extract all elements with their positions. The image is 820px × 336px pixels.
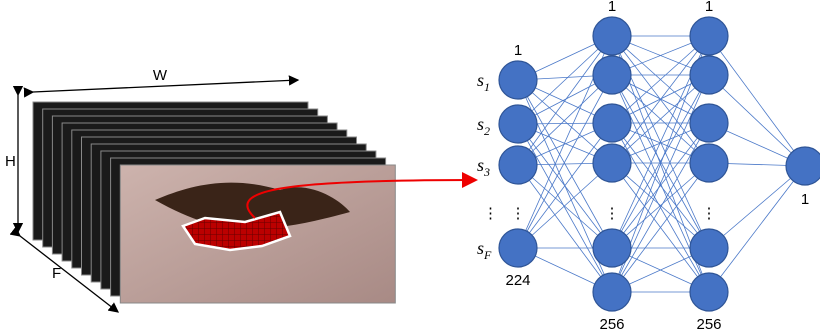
neuron xyxy=(499,229,537,267)
frames-label: F xyxy=(52,265,61,282)
neuron xyxy=(593,104,631,142)
diagram: W H F ⋮1224⋮1256⋮12561s1s2s3sF⋮ xyxy=(0,0,820,336)
layer-top-label: 1 xyxy=(514,42,522,59)
layer-top-label: 1 xyxy=(705,0,713,15)
neuron xyxy=(690,229,728,267)
input-subscript: F xyxy=(483,248,492,262)
input-subscript: 3 xyxy=(483,165,490,179)
layer-size-label: 256 xyxy=(599,316,624,333)
input-label: s2 xyxy=(477,114,490,138)
ellipsis: ⋮ xyxy=(605,205,620,222)
edges xyxy=(518,36,805,292)
input-symbol: s xyxy=(477,238,484,258)
input-subscript: 1 xyxy=(484,80,490,94)
neuron xyxy=(690,17,728,55)
neuron xyxy=(786,147,820,185)
neuron xyxy=(593,56,631,94)
neuron xyxy=(690,144,728,182)
layer-size-label: 256 xyxy=(696,316,721,333)
input-symbol: s xyxy=(477,155,484,175)
input-symbol: s xyxy=(477,70,484,90)
width-label: W xyxy=(153,67,168,84)
layer-size-label: 224 xyxy=(505,272,530,289)
input-label: s1 xyxy=(477,70,490,94)
input-subscript: 2 xyxy=(484,124,490,138)
ellipsis: ⋮ xyxy=(511,205,526,222)
neuron xyxy=(499,146,537,184)
ellipsis: ⋮ xyxy=(702,205,717,222)
input-label: sF xyxy=(477,238,492,262)
input-label: s3 xyxy=(477,155,490,179)
neuron xyxy=(593,144,631,182)
output-label: 1 xyxy=(801,191,809,208)
neuron xyxy=(690,273,728,311)
neuron xyxy=(690,104,728,142)
neuron xyxy=(690,56,728,94)
frame-stack xyxy=(33,102,395,303)
edge xyxy=(709,166,805,292)
edge xyxy=(709,36,805,166)
input-symbol: s xyxy=(477,114,484,134)
edge xyxy=(518,165,612,292)
neuron xyxy=(593,273,631,311)
neuron xyxy=(499,105,537,143)
edge xyxy=(518,124,612,292)
neuron xyxy=(593,17,631,55)
neuron xyxy=(499,61,537,99)
ellipsis: ⋮ xyxy=(483,205,498,222)
layer-top-label: 1 xyxy=(608,0,616,15)
neuron xyxy=(593,229,631,267)
height-label: H xyxy=(5,153,16,170)
